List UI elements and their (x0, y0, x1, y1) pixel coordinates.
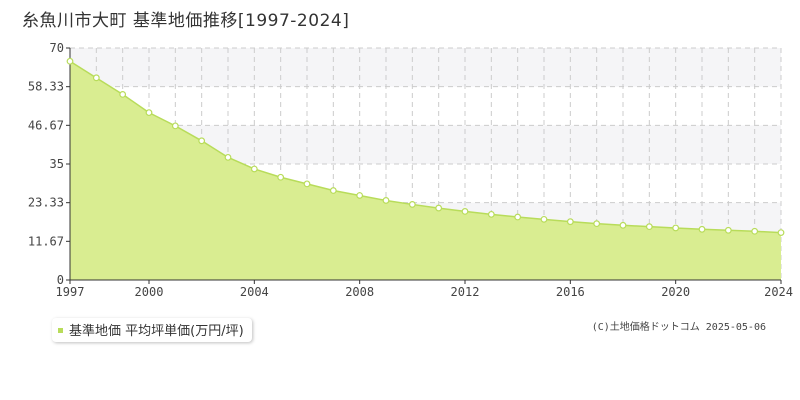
data-point (329, 187, 337, 194)
y-tick-label: 0 (57, 273, 64, 287)
data-point (92, 74, 100, 82)
data-point (277, 173, 285, 181)
x-tick-label: 1997 (56, 285, 85, 299)
y-tick-label: 11.67 (28, 234, 64, 248)
chart-title: 糸魚川市大町 基準地価推移[1997-2024] (22, 11, 350, 31)
data-point (119, 90, 127, 98)
copyright-text: (C)土地価格ドットコム 2025-05-06 (591, 322, 766, 333)
data-point (619, 221, 627, 229)
data-point (514, 213, 522, 221)
data-point (435, 204, 443, 212)
legend-marker (58, 328, 63, 333)
x-tick-label: 2012 (451, 285, 480, 299)
x-tick-label: 2000 (135, 285, 164, 299)
y-tick-label: 58.33 (28, 80, 64, 94)
series-area (70, 61, 781, 281)
x-tick-label: 2008 (345, 285, 374, 299)
x-tick-label: 2024 (764, 285, 793, 299)
x-tick-labels: 1997 2000 2004 2008 2012 2016 2020 2024 (56, 285, 793, 299)
axes (66, 47, 782, 284)
data-point (408, 201, 416, 208)
data-point (461, 207, 469, 215)
data-point (198, 137, 206, 145)
background-band (70, 48, 781, 87)
data-point (593, 220, 601, 228)
data-point (724, 226, 732, 234)
data-point (66, 57, 74, 65)
data-point (224, 153, 232, 161)
x-tick-label: 2004 (240, 285, 269, 299)
series-line (69, 60, 782, 234)
data-point (751, 227, 759, 235)
legend: 基準地価 平均坪単価(万円/坪) (52, 318, 252, 342)
data-point (382, 197, 390, 204)
series-markers (66, 57, 785, 237)
data-point (540, 215, 548, 223)
y-tick-labels: 0 11.67 23.33 35 46.67 58.33 70 (28, 41, 64, 287)
y-tick-label: 35 (50, 157, 64, 171)
x-tick-label: 2020 (661, 285, 690, 299)
data-point (356, 192, 364, 199)
data-point (303, 180, 311, 188)
y-tick-label: 23.33 (28, 196, 64, 210)
x-tick-label: 2016 (556, 285, 585, 299)
data-point (487, 210, 495, 218)
y-tick-label: 70 (50, 41, 64, 55)
data-point (145, 109, 153, 117)
data-point (171, 122, 179, 130)
data-point (672, 224, 680, 232)
data-point (250, 165, 258, 173)
data-point (566, 218, 574, 226)
legend-label: 基準地価 平均坪単価(万円/坪) (69, 324, 244, 339)
data-point (777, 229, 785, 237)
data-point (645, 223, 653, 231)
data-point (698, 225, 706, 233)
y-tick-label: 46.67 (28, 118, 64, 132)
